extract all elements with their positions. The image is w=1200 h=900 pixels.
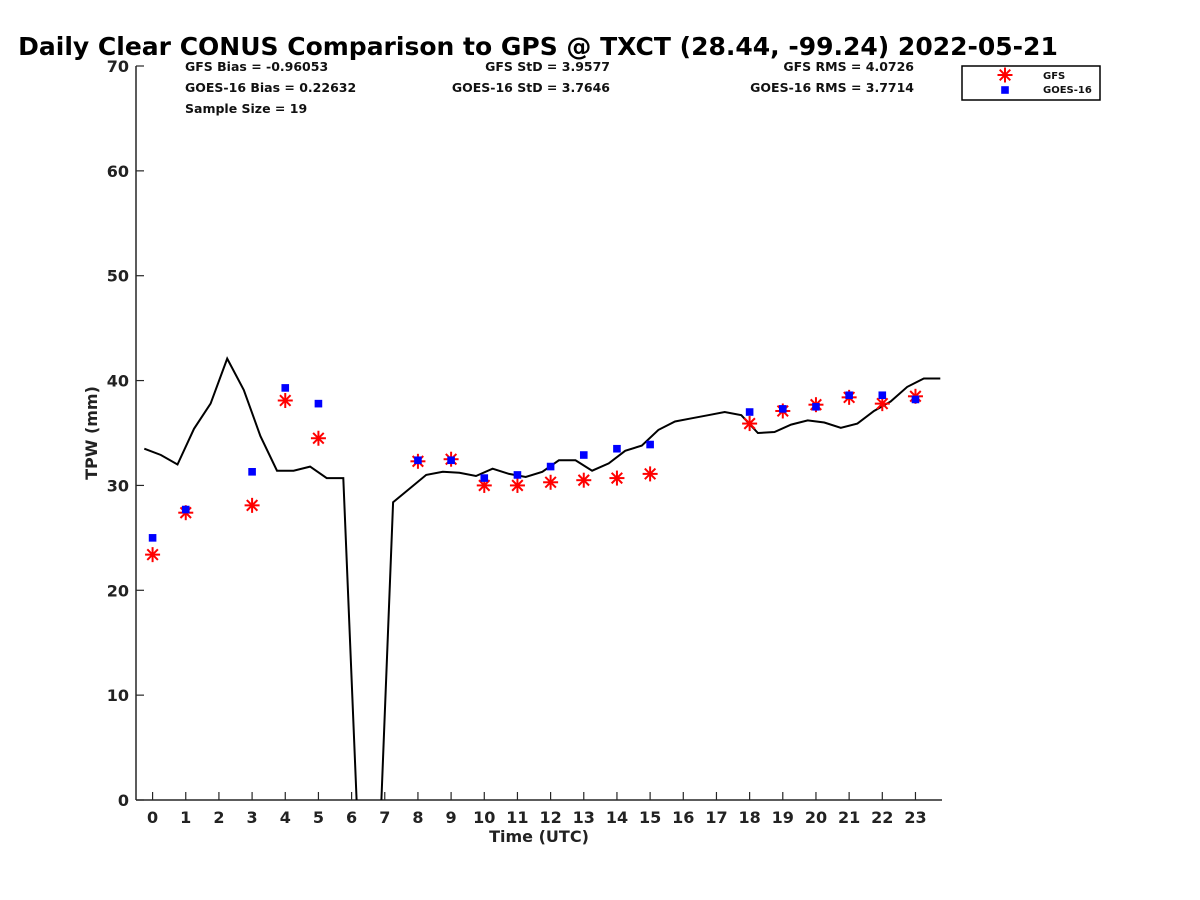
- gfs-point: [509, 477, 525, 493]
- legend-gfs-symbol: [997, 67, 1013, 83]
- goes16-point: [248, 467, 256, 476]
- x-tick-label: 4: [280, 808, 291, 827]
- y-tick-label: 60: [107, 162, 129, 181]
- y-tick-label: 0: [118, 791, 129, 810]
- x-tick-label: 19: [772, 808, 794, 827]
- series-lines: [143, 356, 941, 801]
- gfs-point: [277, 392, 293, 408]
- x-tick-label: 2: [213, 808, 224, 827]
- x-tick-label: 13: [573, 808, 595, 827]
- stat-goes-rms: GOES-16 RMS = 3.7714: [750, 80, 914, 95]
- goes16-point: [447, 456, 455, 465]
- goes16-point: [745, 408, 754, 416]
- goes16-point: [414, 456, 422, 465]
- gfs-point: [576, 472, 592, 488]
- legend-goes-marker: [1001, 86, 1009, 94]
- goes16-point: [148, 534, 157, 542]
- goes16-point: [845, 391, 853, 400]
- goes16-point: [480, 474, 489, 482]
- series-markers: [145, 384, 923, 563]
- plot-axes: [135, 66, 942, 801]
- x-axis-label: Time (UTC): [489, 827, 589, 846]
- x-tick-label: 12: [539, 808, 561, 827]
- y-tick-label: 70: [107, 57, 129, 76]
- x-ticks: 0 1 2 3 4 5 6 7 8 9 10 11 12 13 14 15 16 17 18 19 20 21 22 23: [147, 792, 927, 827]
- gps-series-line: [380, 377, 941, 801]
- goes16-point: [778, 405, 787, 413]
- x-tick-label: 15: [639, 808, 661, 827]
- x-tick-label: 3: [247, 808, 258, 827]
- x-tick-label: 22: [871, 808, 893, 827]
- goes16-point: [579, 451, 588, 459]
- gfs-point: [543, 474, 559, 490]
- stat-goes-bias: GOES-16 Bias = 0.22632: [185, 80, 356, 95]
- stat-gfs-std: GFS StD = 3.9577: [485, 59, 610, 74]
- chart-title: Daily Clear CONUS Comparison to GPS @ TX…: [18, 32, 1058, 61]
- goes16-point: [314, 399, 323, 408]
- x-tick-label: 1: [180, 808, 191, 827]
- y-tick-label: 30: [107, 476, 129, 495]
- stat-goes-std: GOES-16 StD = 3.7646: [452, 80, 610, 95]
- stat-gfs-rms: GFS RMS = 4.0726: [783, 59, 914, 74]
- x-tick-label: 16: [672, 808, 694, 827]
- x-tick-label: 6: [346, 808, 357, 827]
- gfs-point: [609, 470, 625, 486]
- gfs-point: [642, 466, 658, 482]
- x-tick-label: 0: [147, 808, 158, 827]
- gfs-point: [310, 430, 326, 446]
- gfs-point: [742, 416, 758, 432]
- x-tick-label: 8: [412, 808, 423, 827]
- x-tick-label: 7: [379, 808, 390, 827]
- goes16-point: [878, 391, 887, 400]
- legend: GFS GOES-16: [961, 65, 1101, 101]
- x-tick-label: 14: [606, 808, 628, 827]
- stats-block: GFS Bias = -0.96053 GOES-16 Bias = 0.226…: [185, 59, 914, 116]
- legend-gfs-label: GFS: [1043, 71, 1065, 82]
- goes16-point: [513, 471, 522, 479]
- y-tick-label: 40: [107, 372, 129, 391]
- x-tick-label: 9: [446, 808, 457, 827]
- y-ticks: 0 10 20 30 40 50 60 70: [107, 57, 144, 810]
- x-tick-label: 23: [904, 808, 926, 827]
- gfs-point: [145, 547, 161, 563]
- y-axis-label: TPW (mm): [82, 386, 101, 480]
- legend-goes-symbol: [1001, 86, 1009, 94]
- stat-gfs-bias: GFS Bias = -0.96053: [185, 59, 328, 74]
- x-tick-label: 17: [705, 808, 727, 827]
- x-tick-label: 20: [805, 808, 827, 827]
- y-tick-label: 50: [107, 267, 129, 286]
- goes16-point: [812, 402, 820, 411]
- legend-box: [961, 65, 1101, 101]
- x-tick-label: 11: [506, 808, 528, 827]
- goes16-point: [281, 384, 290, 392]
- x-tick-label: 18: [738, 808, 760, 827]
- goes16-point: [181, 505, 190, 514]
- stat-sample-size: Sample Size = 19: [185, 101, 307, 116]
- goes16-point: [613, 444, 621, 453]
- legend-gfs-marker: [997, 67, 1013, 83]
- y-tick-label: 20: [107, 581, 129, 600]
- y-tick-label: 10: [107, 686, 129, 705]
- x-tick-label: 5: [313, 808, 324, 827]
- x-tick-label: 10: [473, 808, 495, 827]
- goes16-point: [546, 462, 555, 471]
- gfs-point: [244, 497, 260, 513]
- gps-series-line: [143, 356, 358, 801]
- x-tick-label: 21: [838, 808, 860, 827]
- legend-goes-label: GOES-16: [1043, 85, 1092, 96]
- goes16-point: [911, 395, 920, 404]
- goes16-point: [646, 440, 654, 449]
